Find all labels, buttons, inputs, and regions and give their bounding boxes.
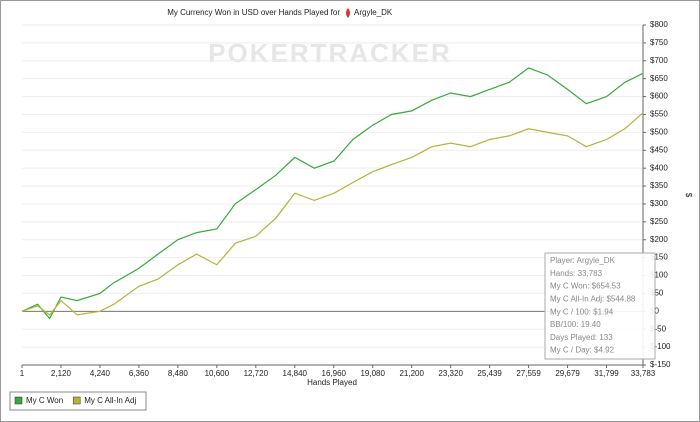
y-axis-label: $ [684, 193, 693, 198]
player-icon [346, 8, 350, 18]
x-tick-label: 19,080 [360, 369, 385, 378]
info-line: Hands: 33,783 [550, 269, 603, 278]
legend-label: My C All-In Adj [84, 396, 136, 405]
info-line: My C Won: $654.53 [550, 282, 621, 291]
y-tick-label: $600 [650, 92, 668, 101]
x-tick-label: 4,240 [90, 369, 111, 378]
info-line: My C All-In Adj: $544.88 [550, 295, 636, 304]
x-tick-label: 29,679 [555, 369, 580, 378]
x-tick-label: 8,480 [168, 369, 189, 378]
x-axis-label: Hands Played [307, 378, 357, 387]
info-line: My C / 100: $1.94 [550, 307, 614, 316]
y-tick-label: $350 [650, 181, 668, 190]
y-tick-label: $100 [650, 271, 668, 280]
y-tick-label: $-150 [650, 360, 671, 369]
y-tick-label: $650 [650, 74, 668, 83]
y-tick-label: $400 [650, 163, 668, 172]
legend-swatch [72, 396, 81, 405]
x-tick-label: 25,439 [477, 369, 502, 378]
x-tick-label: 12,720 [244, 369, 269, 378]
y-tick-label: $750 [650, 38, 668, 47]
legend-label: My C Won [26, 396, 63, 405]
y-tick-label: $50 [650, 289, 664, 298]
info-line: Days Played: 133 [550, 333, 613, 342]
y-tick-label: $450 [650, 145, 668, 154]
x-tick-label: 6,360 [129, 369, 150, 378]
series-line [21, 67, 644, 320]
x-tick-label: 27,559 [516, 369, 541, 378]
y-tick-label: $500 [650, 127, 668, 136]
x-tick-label: 16,960 [322, 369, 347, 378]
y-tick-label: $800 [650, 20, 668, 29]
info-line: BB/100: 19.40 [550, 320, 601, 329]
x-tick-label: 21,200 [399, 369, 424, 378]
x-tick-label: 1 [20, 369, 25, 378]
legend-swatch [14, 396, 23, 405]
chart-title: My Currency Won in USD over Hands Played… [167, 8, 340, 17]
y-tick-label: $550 [650, 110, 668, 119]
y-tick-label: $700 [650, 56, 668, 65]
info-box [544, 252, 656, 360]
x-tick-label: 10,600 [205, 369, 230, 378]
info-line: Player: Argyle_DK [550, 256, 616, 265]
series-line [21, 112, 644, 316]
x-tick-label: 23,320 [438, 369, 463, 378]
x-tick-label: 14,840 [283, 369, 308, 378]
y-tick-label: $-100 [650, 342, 671, 351]
y-tick-label: $200 [650, 235, 668, 244]
watermark: POKERTRACKER [208, 38, 452, 68]
player-name: Argyle_DK [354, 8, 393, 17]
y-tick-label: $-50 [650, 324, 667, 333]
x-tick-label: 33,783 [631, 369, 656, 378]
x-tick-label: 2,120 [51, 369, 72, 378]
y-tick-label: $300 [650, 199, 668, 208]
x-tick-label: 31,799 [594, 369, 619, 378]
y-tick-label: $150 [650, 253, 668, 262]
info-line: My C / Day: $4.92 [550, 346, 615, 355]
y-tick-label: $250 [650, 217, 668, 226]
